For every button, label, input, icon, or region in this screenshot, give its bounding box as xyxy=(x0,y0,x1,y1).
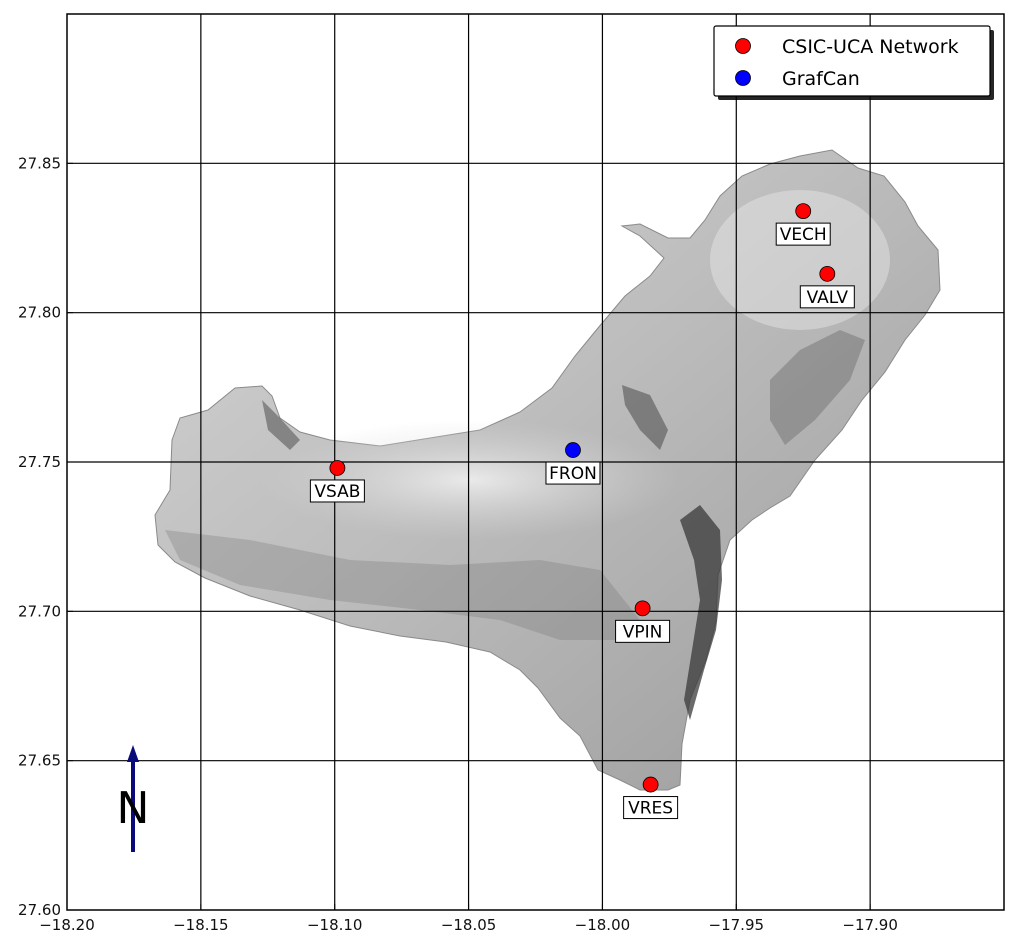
ridge-shading xyxy=(770,330,865,445)
north-arrow: N xyxy=(117,745,150,852)
escarpment-shading xyxy=(680,505,722,720)
station-vpin: VPIN xyxy=(615,600,671,643)
station-label: VPIN xyxy=(623,622,663,642)
south-slope-shading xyxy=(165,530,640,640)
station-label: VSAB xyxy=(314,482,360,502)
y-tick-label: 27.80 xyxy=(18,304,61,322)
station-vech: VECH xyxy=(775,203,831,246)
station-label-box xyxy=(615,619,671,643)
y-tick-label: 27.85 xyxy=(18,154,61,172)
station-label: VRES xyxy=(628,799,673,819)
grid xyxy=(67,14,1004,910)
axis-ticks: −18.20 −18.15 −18.10 −18.05 −18.00 −17.95 −17.… xyxy=(18,154,898,934)
x-tick-label: −18.20 xyxy=(39,916,95,934)
x-tick-label: −18.00 xyxy=(575,916,631,934)
station-marker xyxy=(634,600,651,617)
legend-box xyxy=(713,25,991,97)
west-cliff-shading xyxy=(262,400,300,450)
x-tick-label: −18.05 xyxy=(441,916,497,934)
station-marker xyxy=(819,265,836,282)
x-tick-label: −18.10 xyxy=(307,916,363,934)
station-label-box xyxy=(799,285,855,309)
legend-marker-csic-uca xyxy=(735,38,751,54)
y-tick-label: 27.75 xyxy=(18,453,61,471)
station-label: FRON xyxy=(549,464,597,484)
station-valv: VALV xyxy=(799,265,855,309)
x-tick-label: −17.95 xyxy=(709,916,765,934)
central-ridge-shading xyxy=(622,385,668,450)
legend-label-csic-uca: CSIC-UCA Network xyxy=(782,36,959,58)
y-tick-label: 27.60 xyxy=(18,901,61,919)
legend: CSIC-UCA Network GrafCan xyxy=(713,25,994,100)
station-label-box xyxy=(623,796,679,820)
station-vsab: VSAB xyxy=(309,460,365,503)
north-arrow-head-icon xyxy=(127,745,139,762)
x-tick-label: −18.15 xyxy=(173,916,229,934)
station-vres: VRES xyxy=(623,776,679,820)
station-marker xyxy=(795,203,812,220)
legend-label-grafcan: GrafCan xyxy=(782,68,860,90)
station-marker xyxy=(642,776,659,793)
station-label: VECH xyxy=(780,225,827,245)
stations: VECH VALV VSAB FRON VPIN VRES xyxy=(309,203,855,820)
legend-marker-grafcan xyxy=(735,70,751,86)
y-tick-label: 27.65 xyxy=(18,752,61,770)
station-label-box xyxy=(775,222,831,246)
station-label: VALV xyxy=(807,288,849,308)
station-marker xyxy=(565,442,581,458)
y-tick-label: 27.70 xyxy=(18,602,61,620)
station-fron: FRON xyxy=(545,442,601,485)
station-label-box xyxy=(545,461,601,485)
station-label-box xyxy=(309,479,365,503)
x-tick-label: −17.90 xyxy=(842,916,898,934)
station-marker xyxy=(329,460,346,476)
north-arrow-label: N xyxy=(117,783,150,834)
